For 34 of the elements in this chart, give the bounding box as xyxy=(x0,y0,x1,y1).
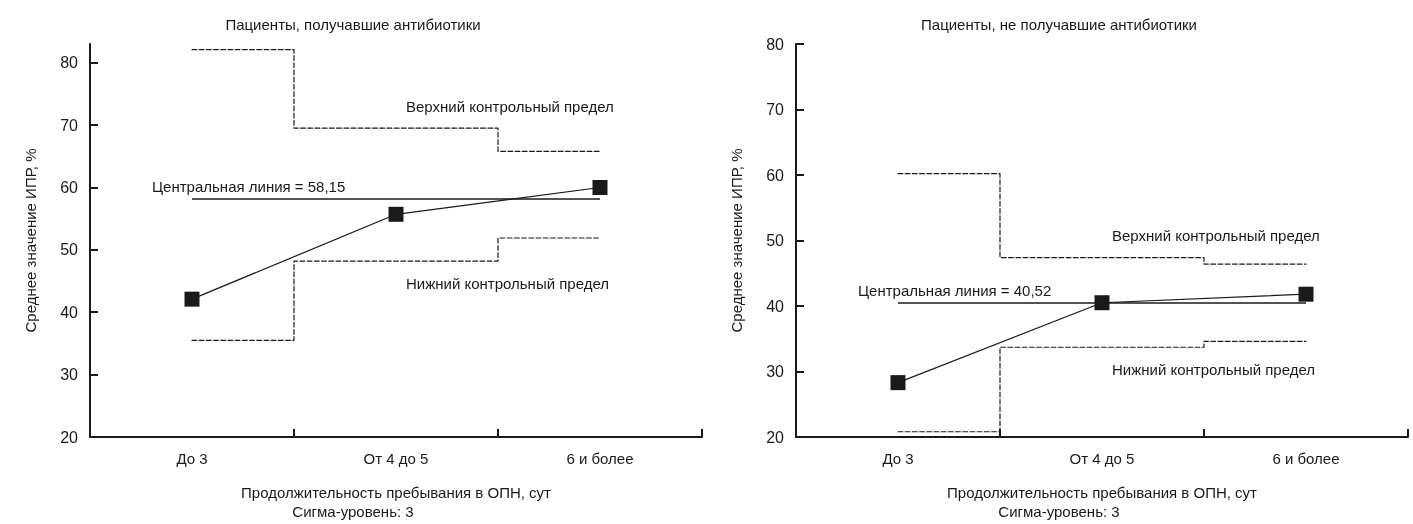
y-tick-label: 20 xyxy=(60,428,79,446)
annotation: Нижний контрольный предел xyxy=(406,274,610,292)
annotation: Верхний контрольный предел xyxy=(406,97,614,115)
ref-line-label: Центральная линия = 58,15 xyxy=(152,178,346,196)
y-tick-label: 80 xyxy=(766,35,785,53)
y-tick-label: 50 xyxy=(60,241,79,259)
y-tick-label: 40 xyxy=(766,297,785,315)
x-tick-label: 6 и более xyxy=(566,450,634,467)
y-tick-label: 50 xyxy=(766,232,785,249)
text: Сигма-уровень: 3 xyxy=(998,503,1120,520)
y-axis-title: Среднее значение ИПР, % xyxy=(728,148,745,333)
y-axis-title: Среднее значение ИПР, % xyxy=(22,148,39,333)
y-tick-label: 20 xyxy=(766,428,785,446)
y-tick-label: 30 xyxy=(766,363,785,380)
x-tick-label: От 4 до 5 xyxy=(363,450,429,467)
chart-title: Пациенты, не получавшие антибиотики xyxy=(921,16,1197,33)
y-tick-label: 60 xyxy=(766,166,785,184)
chart-title: Пациенты, получавшие антибиотики xyxy=(225,16,481,33)
ref-line-label: Центральная линия = 40,52 xyxy=(858,281,1052,299)
y-tick-label: 30 xyxy=(60,366,79,384)
y-tick-label: 40 xyxy=(60,303,79,321)
y-tick-label: 80 xyxy=(60,54,79,72)
x-tick-label: До 3 xyxy=(882,450,914,467)
x-tick-label: От 4 до 5 xyxy=(1069,450,1135,467)
annotation: Нижний контрольный предел xyxy=(1112,360,1316,378)
y-tick-label: 70 xyxy=(60,116,79,134)
y-tick-label: 60 xyxy=(60,178,79,196)
x-tick-label: 6 и более xyxy=(1272,450,1340,467)
text: Сигма-уровень: 3 xyxy=(292,503,414,520)
y-tick-label: 70 xyxy=(766,101,785,118)
x-axis-title: Продолжительность пребывания в ОПН, сут xyxy=(947,484,1258,501)
x-tick-label: До 3 xyxy=(176,450,208,467)
annotation: Верхний контрольный предел xyxy=(1112,227,1320,245)
x-axis-title: Продолжительность пребывания в ОПН, сут xyxy=(241,484,552,501)
